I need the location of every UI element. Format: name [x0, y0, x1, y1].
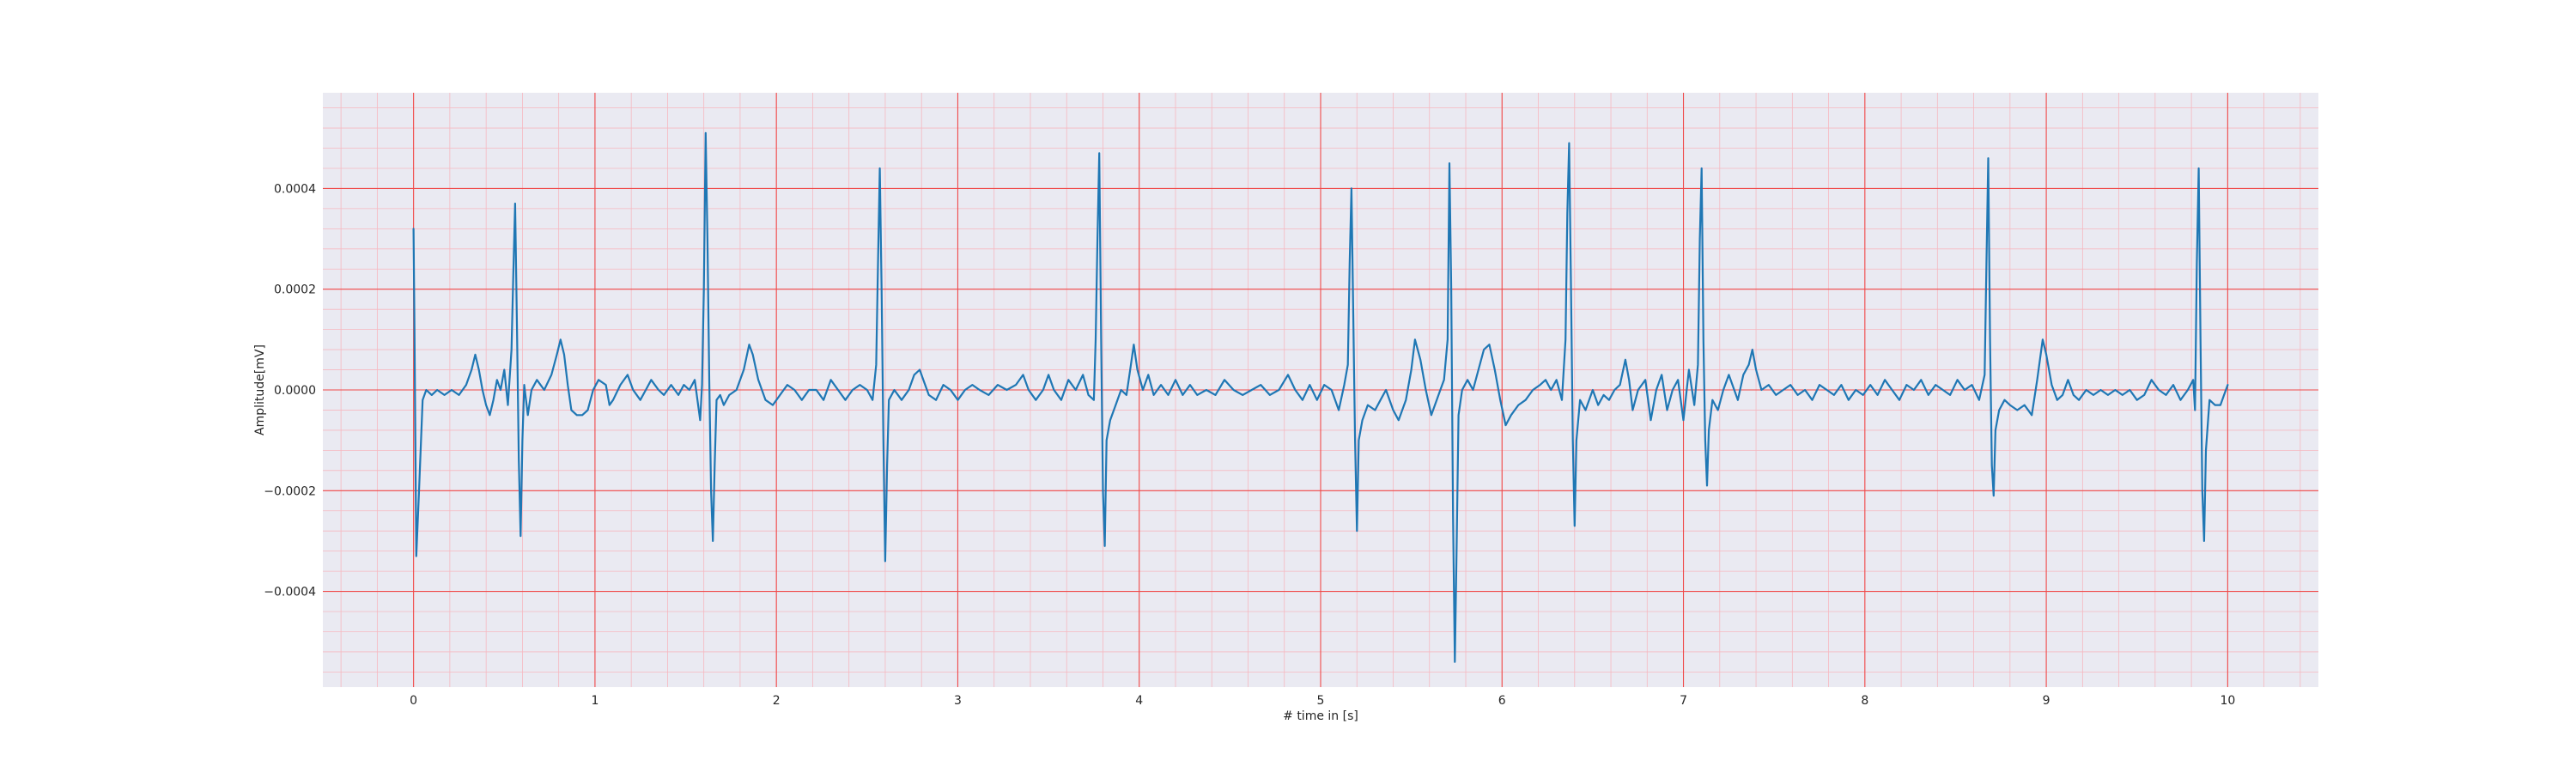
y-tick-label: −0.0002: [264, 484, 316, 498]
major-gridlines: [323, 93, 2318, 687]
y-tick-labels: −0.0004 −0.0002 0.0000 0.0002 0.0004: [264, 182, 316, 599]
x-tick-label: 3: [954, 694, 962, 708]
x-tick-label: 8: [1861, 694, 1868, 708]
x-axis-label: # time in [s]: [1283, 709, 1358, 723]
y-tick-label: −0.0004: [264, 586, 316, 600]
x-tick-label: 5: [1317, 694, 1325, 708]
y-tick-label: 0.0000: [274, 384, 316, 398]
x-tick-label: 7: [1680, 694, 1687, 708]
x-tick-label: 0: [410, 694, 417, 708]
x-tick-label: 1: [591, 694, 598, 708]
x-tick-labels: 0 1 2 3 4 5 6 7 8 9 10: [410, 694, 2235, 708]
x-tick-label: 10: [2220, 694, 2235, 708]
x-tick-label: 2: [773, 694, 781, 708]
y-tick-label: 0.0004: [274, 182, 316, 196]
series-layer: [412, 131, 2229, 663]
y-axis-label: Amplitude[mV]: [253, 344, 267, 435]
y-tick-label: 0.0002: [274, 283, 316, 297]
x-tick-label: 9: [2043, 694, 2050, 708]
x-tick-label: 6: [1498, 694, 1506, 708]
x-tick-label: 4: [1135, 694, 1143, 708]
ecg-signal-line: [412, 131, 2229, 663]
